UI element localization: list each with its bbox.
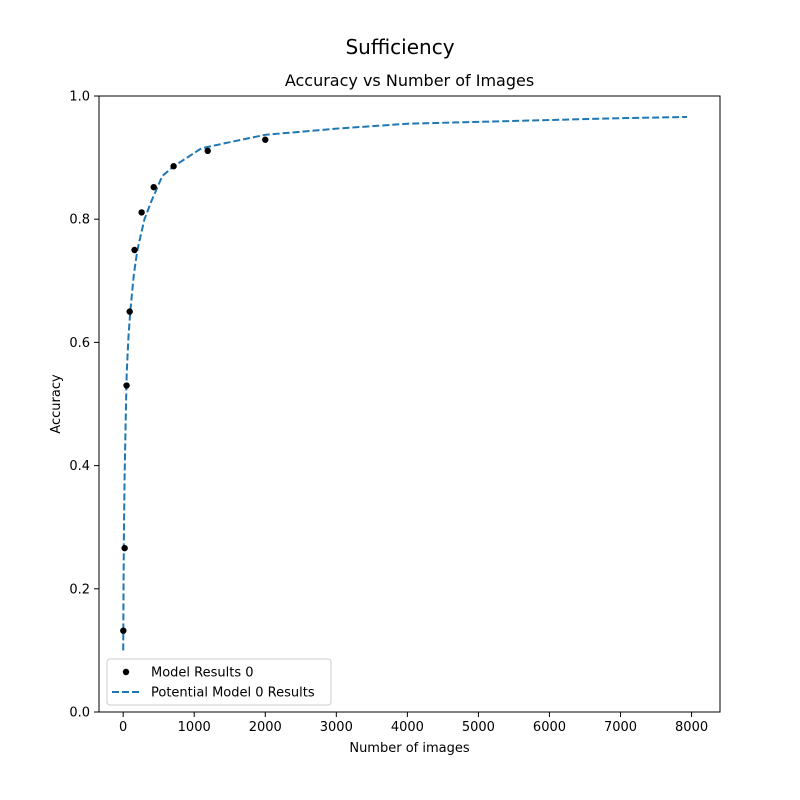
legend-box bbox=[106, 658, 332, 706]
y-tick-label: 0.8 bbox=[69, 213, 90, 228]
data-point bbox=[262, 136, 269, 143]
data-point bbox=[121, 544, 128, 552]
data-point bbox=[204, 147, 211, 155]
y-tick-label: 0.4 bbox=[69, 459, 90, 474]
data-point bbox=[120, 627, 127, 634]
y-tick-label: 1.0 bbox=[69, 90, 90, 105]
x-tick-label: 3000 bbox=[320, 720, 353, 735]
x-axis-label: Number of images bbox=[349, 741, 470, 756]
x-tick-label: 4000 bbox=[391, 720, 424, 735]
y-tick-label: 0.0 bbox=[69, 706, 90, 721]
legend-label: Model Results 0 bbox=[151, 666, 254, 681]
plot-frame bbox=[98, 95, 721, 713]
x-tick-label: 7000 bbox=[604, 720, 637, 735]
x-tick-label: 8000 bbox=[675, 720, 708, 735]
data-point bbox=[138, 209, 145, 216]
data-point bbox=[150, 183, 157, 191]
legend-label: Potential Model 0 Results bbox=[151, 686, 315, 701]
x-tick-label: 6000 bbox=[533, 720, 566, 735]
data-point bbox=[131, 246, 138, 254]
x-tick-label: 0 bbox=[119, 720, 127, 735]
x-tick-label: 5000 bbox=[462, 720, 495, 735]
x-tick-label: 1000 bbox=[178, 720, 211, 735]
y-axis-label: Accuracy bbox=[49, 374, 64, 434]
y-tick-label: 0.6 bbox=[69, 336, 90, 351]
legend-marker bbox=[122, 668, 130, 676]
y-tick-label: 0.2 bbox=[69, 582, 90, 597]
data-point bbox=[170, 163, 177, 170]
series-line-1 bbox=[122, 115, 688, 651]
x-tick-label: 2000 bbox=[249, 720, 282, 735]
chart-title: Accuracy vs Number of Images bbox=[284, 71, 535, 90]
figure-suptitle: Sufficiency bbox=[345, 35, 455, 59]
data-point bbox=[123, 382, 130, 389]
data-point bbox=[126, 308, 133, 315]
